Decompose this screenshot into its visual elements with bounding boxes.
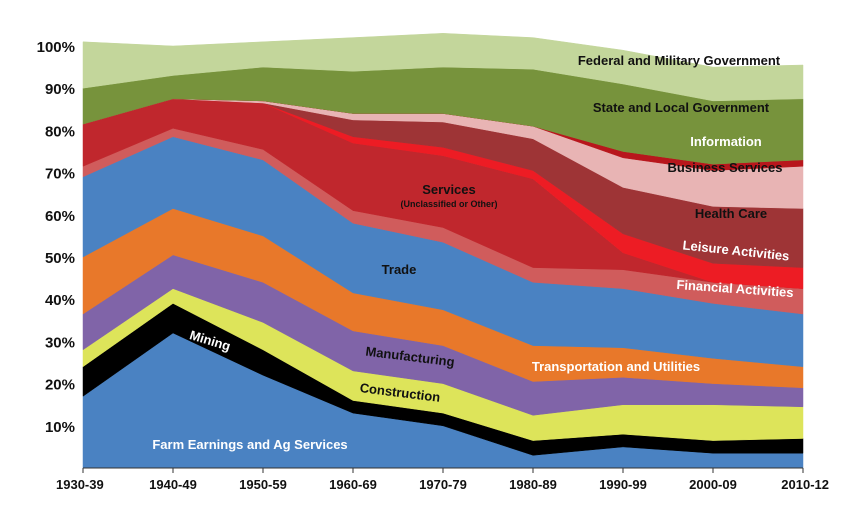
label-business: Business Services bbox=[668, 160, 783, 175]
y-tick-label: 40% bbox=[45, 292, 75, 309]
x-tick-label: 2010-12 bbox=[781, 477, 829, 492]
label-federal: Federal and Military Government bbox=[578, 53, 781, 68]
x-tick-label: 1930-39 bbox=[56, 477, 104, 492]
y-tick-label: 20% bbox=[45, 377, 75, 394]
x-tick-label: 1940-49 bbox=[149, 477, 197, 492]
label-state: State and Local Government bbox=[593, 100, 770, 115]
label-information: Information bbox=[690, 134, 762, 149]
label-services-sub: (Unclassified or Other) bbox=[400, 199, 497, 209]
y-tick-label: 100% bbox=[37, 39, 75, 56]
y-tick-label: 10% bbox=[45, 419, 75, 436]
y-tick-label: 90% bbox=[45, 81, 75, 98]
label-trade: Trade bbox=[382, 262, 417, 277]
y-tick-label: 60% bbox=[45, 208, 75, 225]
x-tick-label: 1980-89 bbox=[509, 477, 557, 492]
x-tick-label: 2000-09 bbox=[689, 477, 737, 492]
label-transport: Transportation and Utilities bbox=[532, 359, 700, 374]
x-tick-label: 1970-79 bbox=[419, 477, 467, 492]
y-tick-label: 50% bbox=[45, 250, 75, 267]
label-health: Health Care bbox=[695, 206, 767, 221]
label-services: Services bbox=[422, 182, 476, 197]
area-layers bbox=[82, 33, 804, 469]
x-axis: 1930-39 1940-49 1950-59 1960-69 1970-79 1980-… bbox=[56, 467, 829, 492]
area-federal-and-military-government bbox=[82, 33, 804, 102]
label-farm: Farm Earnings and Ag Services bbox=[152, 437, 347, 452]
x-tick-label: 1990-99 bbox=[599, 477, 647, 492]
x-tick-label: 1960-69 bbox=[329, 477, 377, 492]
x-tick-label: 1950-59 bbox=[239, 477, 287, 492]
y-tick-label: 80% bbox=[45, 123, 75, 140]
y-tick-label: 70% bbox=[45, 166, 75, 183]
y-tick-label: 30% bbox=[45, 334, 75, 351]
y-axis: 10% 20% 30% 40% 50% 60% 70% 80% 90% 100% bbox=[37, 39, 75, 436]
